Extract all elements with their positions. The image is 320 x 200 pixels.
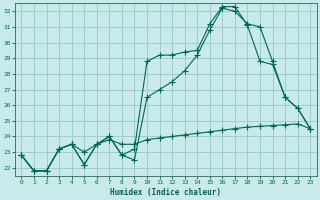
- X-axis label: Humidex (Indice chaleur): Humidex (Indice chaleur): [110, 188, 221, 197]
